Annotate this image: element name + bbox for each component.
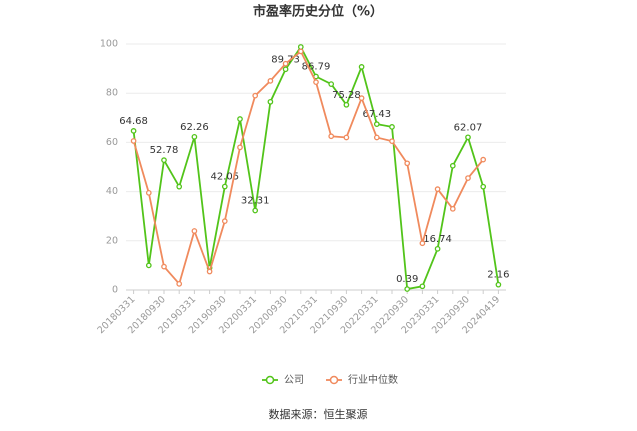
- point: [191, 228, 198, 234]
- point: [373, 134, 380, 141]
- point: [328, 81, 335, 87]
- series-line: [132, 49, 484, 286]
- y-tick-label: 100: [100, 39, 118, 50]
- source: 数据来源：恒生聚源: [269, 407, 368, 421]
- point: [419, 283, 426, 290]
- point: [206, 268, 213, 275]
- point: [434, 245, 441, 252]
- data-label: 62.07: [454, 122, 483, 133]
- chart-title: 市盈率历史分位（%）: [253, 4, 383, 20]
- point: [404, 160, 411, 167]
- point: [130, 138, 137, 144]
- data-label: 32.31: [241, 196, 270, 207]
- point: [449, 205, 456, 212]
- legend-label: 公司: [284, 375, 304, 386]
- point: [389, 124, 395, 130]
- point: [252, 207, 259, 214]
- point: [176, 183, 183, 190]
- point: [297, 48, 304, 55]
- point: [145, 189, 152, 196]
- point: [221, 183, 228, 190]
- point: [282, 66, 289, 73]
- point: [237, 144, 243, 151]
- data-label: 0.39: [396, 274, 418, 285]
- data-label: 2.16: [487, 270, 509, 281]
- data-label: 75.28: [332, 90, 361, 101]
- point: [191, 133, 198, 140]
- point: [373, 121, 380, 127]
- point: [328, 133, 335, 140]
- point: [282, 60, 289, 67]
- y-tick-label: 0: [112, 285, 118, 296]
- point: [358, 95, 365, 101]
- data-label: 67.43: [362, 109, 391, 120]
- point: [404, 286, 411, 292]
- point: [145, 262, 152, 269]
- point: [449, 162, 456, 169]
- data-label: 64.68: [119, 116, 148, 127]
- point: [419, 240, 426, 247]
- y-tick-label: 20: [106, 235, 118, 246]
- legend-marker: [329, 375, 339, 385]
- point: [237, 116, 243, 122]
- point: [313, 79, 319, 85]
- point: [221, 218, 228, 224]
- point: [465, 134, 471, 141]
- point: [465, 175, 471, 181]
- point: [343, 101, 350, 108]
- legend-label: 行业中位数: [348, 373, 398, 386]
- y-tick-label: 80: [106, 88, 118, 99]
- data-label: 16.74: [423, 234, 452, 245]
- point: [161, 263, 167, 270]
- point: [480, 183, 487, 190]
- point: [389, 138, 395, 145]
- point: [267, 78, 274, 84]
- y-tick-label: 40: [106, 186, 118, 197]
- point: [495, 281, 502, 288]
- point: [358, 64, 365, 70]
- point: [161, 157, 167, 164]
- point: [434, 186, 441, 192]
- point: [130, 128, 137, 134]
- point: [480, 156, 487, 163]
- data-label: 89.73: [271, 54, 300, 65]
- data-label: 62.26: [180, 122, 209, 133]
- data-label: 86.79: [302, 61, 331, 72]
- point: [176, 280, 183, 287]
- point: [267, 98, 274, 105]
- y-tick-label: 60: [106, 137, 118, 148]
- data-label: 52.78: [150, 145, 179, 156]
- point: [297, 44, 304, 50]
- point: [343, 134, 350, 141]
- legend-marker: [265, 375, 275, 385]
- data-label: 42.05: [210, 172, 239, 183]
- point: [252, 92, 259, 99]
